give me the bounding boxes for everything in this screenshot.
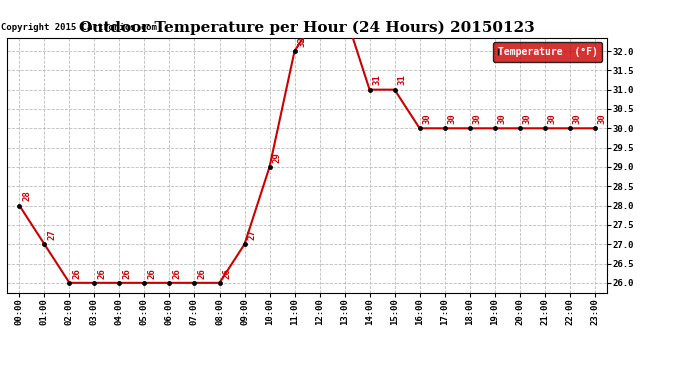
Text: 26: 26 [172,268,181,279]
Text: 26: 26 [97,268,106,279]
Text: 30: 30 [473,113,482,124]
Text: 26: 26 [147,268,156,279]
Legend: Temperature  (°F): Temperature (°F) [493,42,602,62]
Text: 31: 31 [373,75,382,86]
Text: 29: 29 [273,152,282,163]
Text: 30: 30 [497,113,506,124]
Text: 30: 30 [547,113,556,124]
Text: 30: 30 [573,113,582,124]
Text: 30: 30 [598,113,607,124]
Text: 30: 30 [422,113,431,124]
Text: 26: 26 [72,268,81,279]
Text: 30: 30 [447,113,456,124]
Text: Copyright 2015 Cartronics.com: Copyright 2015 Cartronics.com [1,23,157,32]
Text: 27: 27 [47,229,56,240]
Text: 33: 33 [0,374,1,375]
Text: 26: 26 [197,268,206,279]
Text: 26: 26 [122,268,131,279]
Text: 28: 28 [22,190,31,201]
Text: 26: 26 [222,268,231,279]
Text: 30: 30 [522,113,531,124]
Text: 33: 33 [0,374,1,375]
Title: Outdoor Temperature per Hour (24 Hours) 20150123: Outdoor Temperature per Hour (24 Hours) … [79,21,535,35]
Text: 31: 31 [397,75,406,86]
Text: 32: 32 [297,36,306,47]
Text: 27: 27 [247,229,256,240]
